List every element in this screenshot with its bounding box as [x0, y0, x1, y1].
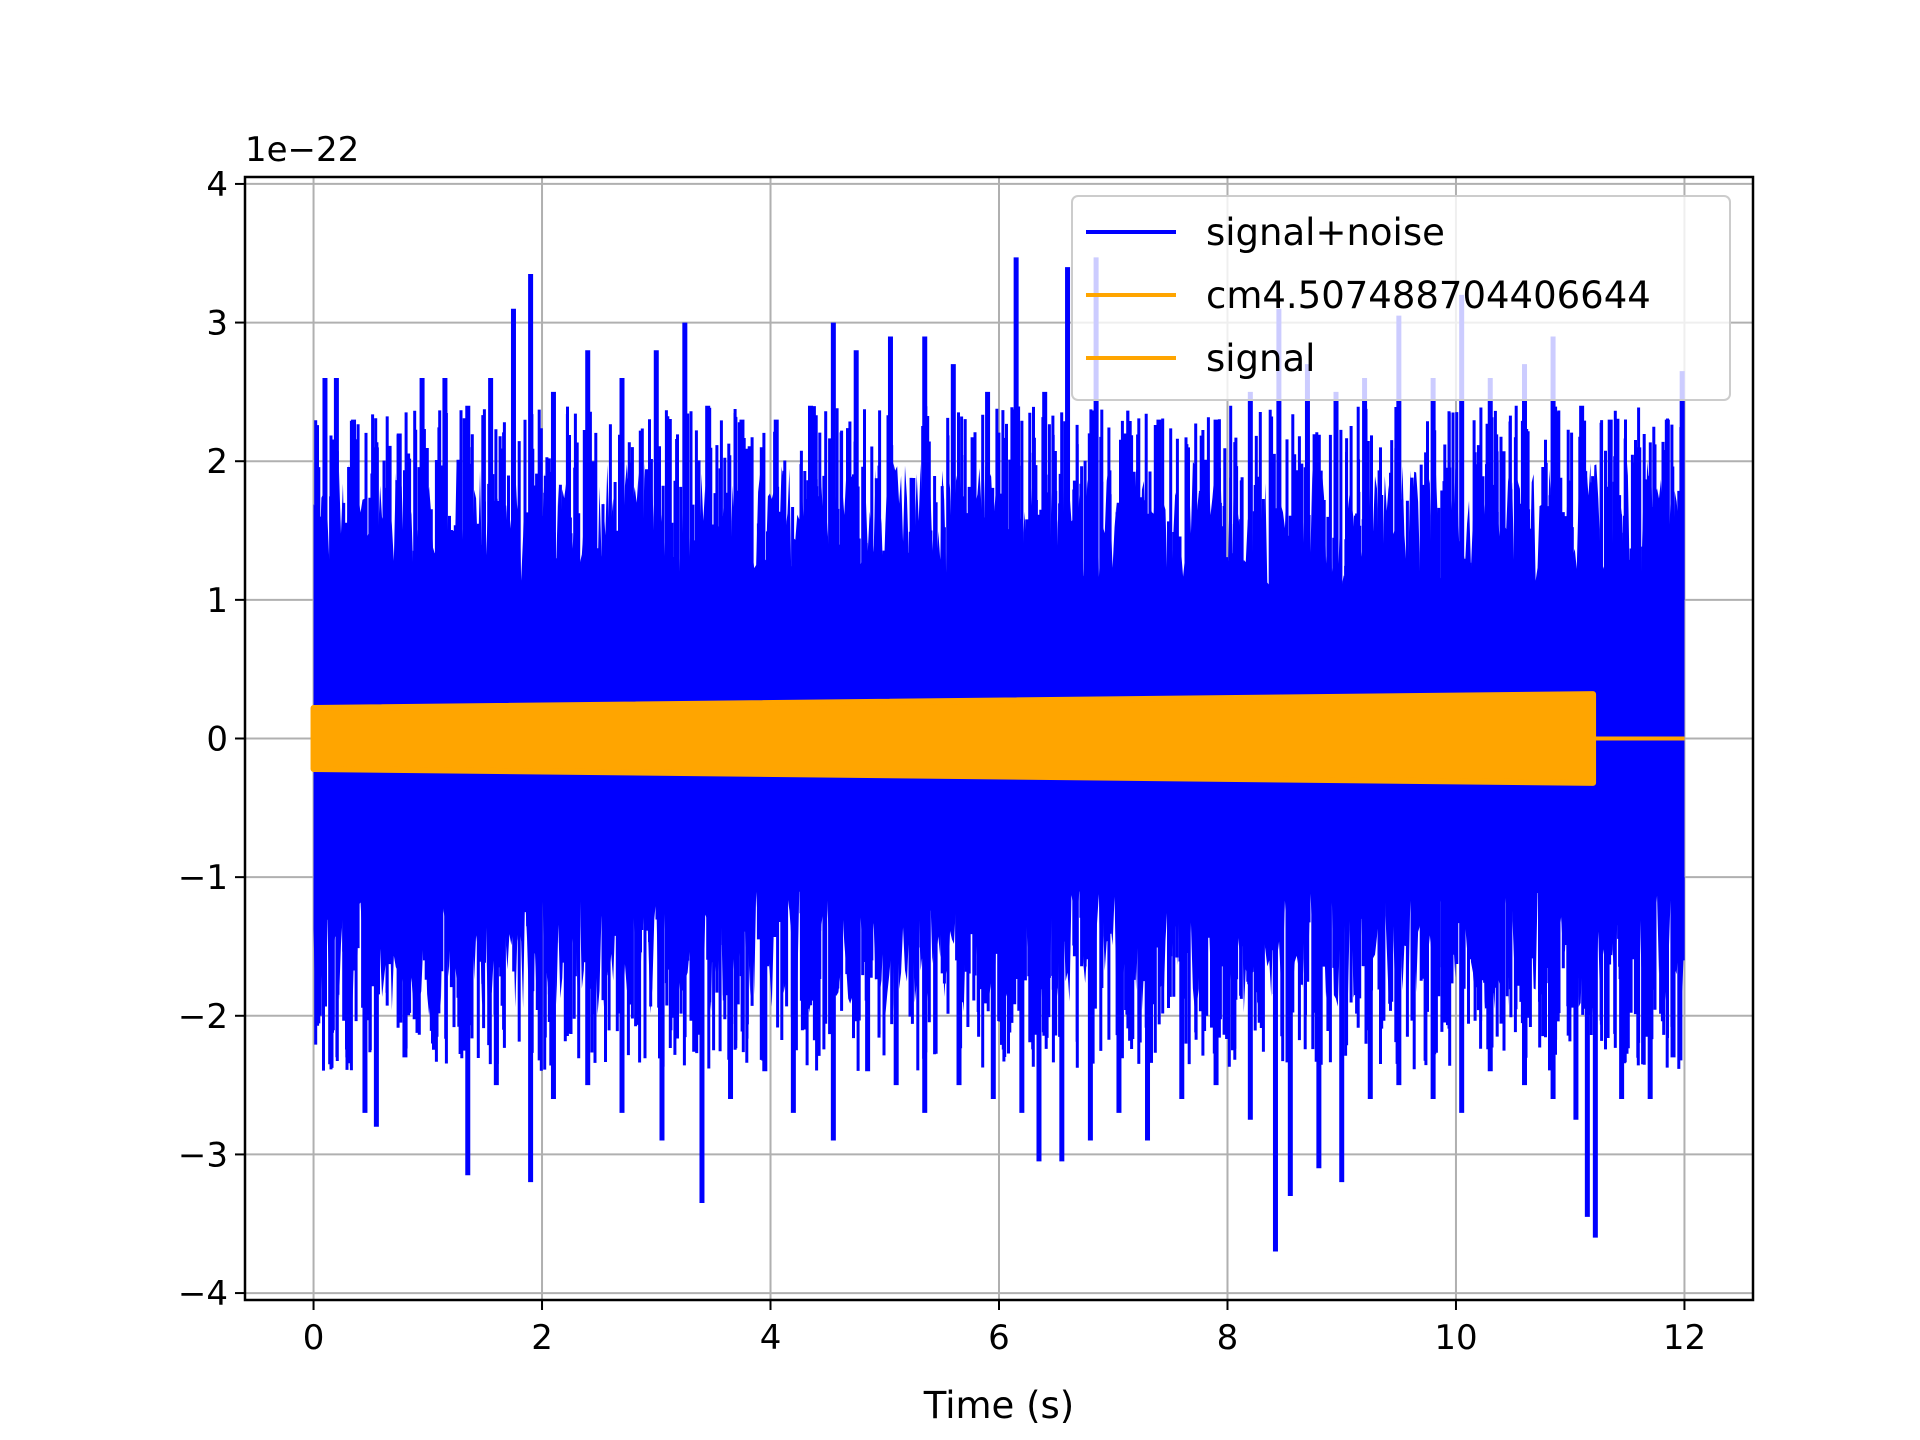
- legend-box: [1071, 195, 1731, 401]
- legend-label: signal: [1206, 337, 1315, 380]
- x-axis-label: Time (s): [923, 1384, 1074, 1427]
- x-tick-label: 4: [760, 1318, 782, 1358]
- y-tick-label: −3: [178, 1135, 228, 1175]
- x-tick-label: 0: [303, 1318, 325, 1358]
- y-offset-text: 1e−22: [245, 130, 359, 170]
- x-tick-label: 6: [988, 1318, 1010, 1358]
- y-tick-label: 2: [206, 442, 228, 482]
- y-tick-label: 1: [206, 581, 228, 621]
- x-tick-label: 12: [1663, 1318, 1706, 1358]
- x-tick-label: 8: [1217, 1318, 1239, 1358]
- y-tick-label: 3: [206, 304, 228, 344]
- y-tick-label: −2: [178, 997, 228, 1037]
- legend-label: cm4.507488704406644: [1206, 274, 1651, 317]
- cm-series-band: [310, 691, 1597, 786]
- plot-area: [310, 257, 1685, 1252]
- legend: signal+noise cm4.507488704406644 signal: [1071, 195, 1731, 401]
- legend-label: signal+noise: [1206, 211, 1445, 254]
- x-tick-label: 10: [1434, 1318, 1477, 1358]
- x-tick-label: 2: [531, 1318, 553, 1358]
- y-tick-label: −1: [178, 858, 228, 898]
- y-tick-label: −4: [178, 1274, 228, 1314]
- y-tick-label: 4: [206, 165, 228, 205]
- y-tick-label: 0: [206, 720, 228, 760]
